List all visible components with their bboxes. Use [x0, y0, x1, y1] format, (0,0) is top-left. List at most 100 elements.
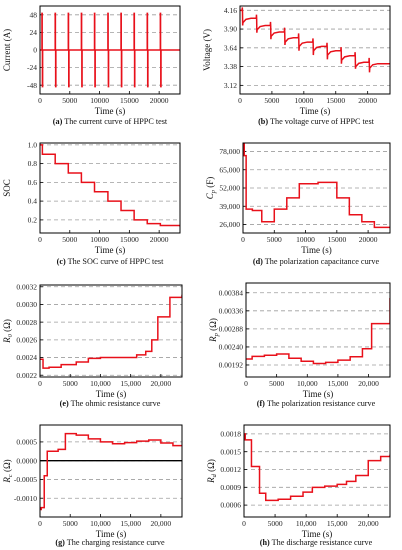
plot-frame [39, 424, 183, 518]
y-tick-label: 0.00336 [219, 306, 244, 315]
x-axis-label: Time (s) [96, 389, 126, 399]
y-tick-label: 0.8 [28, 159, 38, 168]
x-axis-label: Time (s) [95, 245, 125, 255]
x-axis-label: Time (s) [96, 529, 126, 539]
x-tick-label: 20000 [150, 235, 169, 244]
y-tick-label: -0.0010 [14, 494, 37, 503]
y-label-subscript: d [211, 473, 218, 477]
y-tick-label: 52,000 [219, 184, 240, 193]
y-tick-label: 24 [30, 28, 38, 37]
y-tick-label: 0.0015 [220, 447, 241, 456]
x-tick-label: 10,000 [90, 519, 111, 528]
x-tick-label: 0 [241, 235, 245, 244]
series-line [40, 432, 182, 511]
y-tick-label: 0.0026 [16, 335, 37, 344]
y-tick-label: 0.0032 [16, 282, 37, 291]
y-axis-label: Rp (Ω) [208, 318, 220, 343]
series-line [40, 12, 180, 88]
y-label-subscript: p [210, 189, 217, 194]
x-tick-label: 15000 [120, 96, 139, 105]
caption-text: The charging resistance curve [65, 538, 165, 547]
x-tick-label: 20000 [150, 96, 169, 105]
chart-caption: (b) The voltage curve of HPPC test [258, 117, 375, 126]
y-label-subscript: p [213, 332, 220, 337]
x-tick-label: 10000 [90, 96, 109, 105]
x-tick-label: 20,000 [358, 379, 379, 388]
plot-frame [242, 142, 391, 234]
x-tick-label: 0 [38, 235, 42, 244]
x-tick-label: 20,000 [151, 519, 172, 528]
x-tick-label: 10,000 [90, 379, 111, 388]
x-tick-label: 0 [38, 519, 42, 528]
caption-text: The ohmic resistance curve [69, 399, 161, 408]
caption-tag: (d) [253, 257, 263, 266]
x-tick-label: 5000 [267, 235, 282, 244]
chart-caption: (d) The polarization capacitance curve [253, 257, 380, 266]
y-label-symbol: R [2, 477, 12, 484]
x-tick-label: 20,000 [151, 379, 172, 388]
x-tick-label: 15000 [120, 235, 139, 244]
y-tick-label: 0.0012 [220, 465, 241, 474]
chart-caption: (f) The polarization resistance curve [257, 399, 376, 408]
x-tick-label: 15,000 [120, 379, 141, 388]
x-tick-label: 15,000 [120, 519, 141, 528]
y-tick-label: 3.90 [224, 25, 237, 34]
y-label-symbol: R [206, 477, 216, 484]
plot-frame [239, 5, 391, 95]
y-label-symbol: R [208, 336, 218, 343]
caption-text: The voltage curve of HPPC test [268, 117, 375, 126]
x-tick-label: 5000 [62, 235, 77, 244]
series-line [243, 143, 390, 229]
x-tick-label: 20,000 [358, 519, 379, 528]
y-tick-label: 0.0005 [16, 437, 37, 446]
y-axis-label: Voltage (V) [202, 29, 212, 71]
y-tick-label: 48 [30, 10, 38, 19]
caption-text: The SOC curve of HPPC test [66, 257, 164, 266]
y-tick-label: 0.0024 [16, 353, 37, 362]
x-tick-label: 20000 [359, 235, 378, 244]
x-tick-label: 5000 [264, 96, 279, 105]
series-line [244, 433, 390, 502]
caption-text: The polarization resistance curve [265, 399, 376, 408]
y-tick-label: 39,000 [219, 202, 240, 211]
y-tick-label: 0.0006 [220, 501, 241, 510]
x-tick-label: 0 [244, 379, 248, 388]
caption-tag: (f) [257, 399, 265, 408]
y-tick-label: 3.64 [224, 43, 237, 52]
chart-panel-d: 78,000 65,000 52,000 39,000 26,0000 5000 10000… [205, 142, 391, 266]
y-label-unit: (Ω) [2, 459, 12, 474]
x-tick-label: 10,000 [297, 379, 318, 388]
x-tick-label: 5000 [269, 379, 284, 388]
x-tick-label: 0 [38, 379, 42, 388]
x-tick-label: 10,000 [296, 519, 317, 528]
series-line [40, 294, 182, 369]
x-tick-label: 15,000 [327, 519, 348, 528]
caption-tag: (g) [55, 538, 65, 547]
caption-tag: (b) [258, 117, 268, 126]
y-tick-label: 0.6 [28, 178, 38, 187]
y-axis-label: R0 (Ω) [2, 319, 14, 344]
plot-frame [39, 5, 181, 95]
x-axis-label: Time (s) [303, 389, 333, 399]
y-label-subscript: c [7, 474, 14, 477]
x-tick-label: 15000 [326, 96, 345, 105]
y-label-unit: (Ω) [2, 319, 12, 334]
y-tick-label: 0.00192 [219, 361, 244, 370]
chart-caption: (a) The current curve of HPPC test [53, 117, 168, 126]
y-axis-label: Cp (F) [205, 177, 217, 200]
chart-panel-g: 0.0005 0.0000 -0.0005 -0.0010 0 5000 10,000 15,… [2, 424, 183, 547]
chart-caption: (h) The discharge resistance curve [260, 538, 373, 547]
y-tick-label: 1.0 [28, 140, 38, 149]
y-label-unit: (Ω) [206, 459, 216, 474]
x-tick-label: 0 [238, 96, 242, 105]
chart-caption: (g) The charging resistance curve [55, 538, 165, 547]
y-tick-label: 0.0000 [16, 456, 37, 465]
x-tick-label: 5000 [63, 519, 78, 528]
y-tick-label: 0.2 [28, 215, 38, 224]
caption-tag: (a) [53, 117, 63, 126]
chart-panel-c: 1.0 0.8 0.6 0.4 0.2 0 5000 10000 15000 20000 Time … [2, 140, 181, 266]
caption-tag: (e) [60, 399, 69, 408]
x-tick-label: 0 [242, 519, 246, 528]
